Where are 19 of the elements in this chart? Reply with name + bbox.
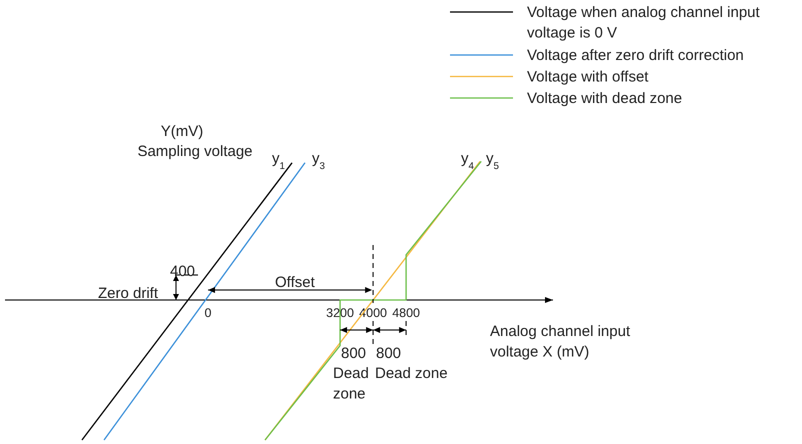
annotation: 800 <box>376 345 402 362</box>
annotation: Zero drift <box>98 285 159 302</box>
annotation: y$_{3}$ <box>312 150 325 172</box>
legend-label: Voltage when analog channel input voltage is 0 V <box>527 4 761 42</box>
annotation: Dead zone <box>333 365 369 402</box>
annotation: Dead zone <box>375 365 448 382</box>
annotation: y$_{5}$ <box>486 150 500 172</box>
annotation: y$_{4}$ <box>461 150 474 172</box>
annotation: y$_{1}$ <box>272 150 285 172</box>
legend-label: Voltage after zero drift correction <box>527 47 744 64</box>
legend-label: Voltage with dead zone <box>527 90 682 107</box>
y-axis-title: Y(mV) Sampling voltage <box>137 123 253 160</box>
x-tick-label: 0 <box>204 306 212 320</box>
annotation: 800 <box>341 345 366 362</box>
x-tick-label: 4800 <box>392 306 420 320</box>
annotation: Offset <box>275 274 316 291</box>
annotation: 400 <box>170 263 196 280</box>
legend-label: Voltage with offset <box>527 68 650 86</box>
x-axis-title: Analog channel input voltage X (mV) <box>490 323 631 360</box>
